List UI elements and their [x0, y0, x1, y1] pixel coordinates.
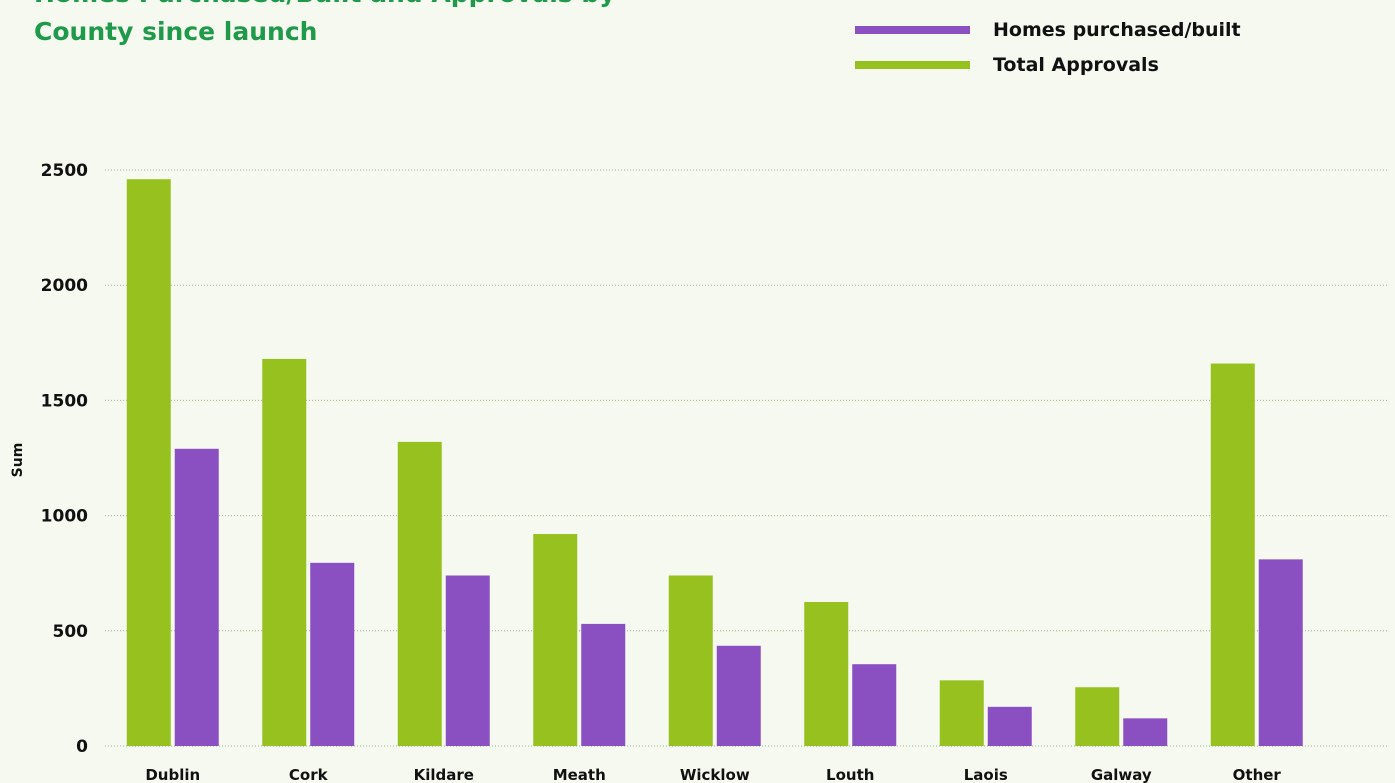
bar: [445, 575, 490, 746]
y-tick-label: 1000: [41, 507, 88, 527]
bar: [987, 706, 1032, 746]
legend-swatch: [855, 26, 970, 34]
y-tick-label: 1500: [41, 391, 88, 411]
y-tick-label: 2500: [41, 161, 88, 181]
chart-title: Homes Purchased/Built and Approvals by: [34, 0, 616, 8]
legend-swatch: [855, 61, 970, 69]
bar: [581, 623, 626, 746]
y-tick-label: 500: [53, 622, 89, 642]
x-tick-label: Laois: [964, 766, 1008, 783]
bar: [1258, 559, 1303, 746]
legend-label: Total Approvals: [993, 54, 1159, 76]
bar: [1210, 363, 1255, 746]
bar: [126, 179, 171, 746]
x-tick-label: Galway: [1091, 766, 1152, 783]
y-axis-label: Sum: [10, 443, 26, 478]
x-tick-label: Wicklow: [680, 766, 750, 783]
bar: [262, 358, 307, 746]
bar: [310, 562, 355, 746]
bar: [716, 645, 761, 746]
chart-title: County since launch: [34, 17, 317, 46]
bar: [939, 680, 984, 746]
bar: [1123, 718, 1168, 746]
bar: [397, 441, 442, 746]
y-tick-label: 2000: [41, 276, 88, 296]
bar: [1075, 687, 1120, 746]
bar: [668, 575, 713, 746]
bar: [804, 602, 849, 746]
bar: [852, 664, 897, 746]
x-tick-label: Cork: [289, 766, 329, 783]
x-tick-label: Louth: [826, 766, 874, 783]
x-tick-label: Meath: [553, 766, 606, 783]
legend-label: Homes purchased/built: [993, 19, 1241, 41]
x-tick-label: Kildare: [414, 766, 474, 783]
x-tick-label: Other: [1233, 766, 1282, 783]
x-tick-label: Dublin: [145, 766, 200, 783]
bar: [174, 448, 219, 746]
y-tick-label: 0: [76, 737, 88, 757]
bar: [533, 534, 578, 746]
